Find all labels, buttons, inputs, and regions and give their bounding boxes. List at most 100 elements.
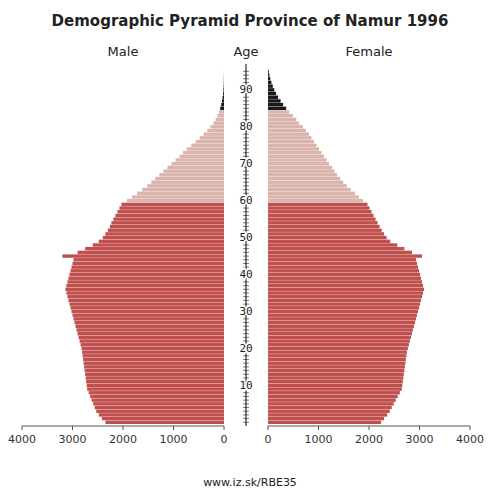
y-tick-label: 60 bbox=[239, 194, 252, 207]
bar bbox=[180, 155, 224, 158]
bar bbox=[268, 391, 400, 394]
bar bbox=[223, 88, 224, 91]
y-minor-tick bbox=[243, 152, 249, 153]
x-tick-label: 0 bbox=[221, 433, 228, 446]
bar bbox=[268, 277, 421, 280]
bar bbox=[70, 269, 224, 272]
bar bbox=[147, 184, 224, 187]
bar bbox=[74, 258, 224, 261]
y-minor-tick bbox=[243, 100, 249, 101]
x-tick-label: 0 bbox=[265, 433, 272, 446]
bar bbox=[268, 121, 299, 124]
bar bbox=[268, 265, 418, 268]
y-minor-tick bbox=[243, 396, 249, 397]
y-minor-tick bbox=[243, 226, 249, 227]
x-tick bbox=[318, 426, 319, 430]
bar bbox=[268, 88, 274, 91]
bar bbox=[223, 96, 224, 99]
bar bbox=[204, 132, 224, 135]
bars bbox=[268, 70, 424, 424]
bar bbox=[74, 317, 224, 320]
y-minor-tick bbox=[243, 248, 249, 249]
y-minor-tick bbox=[243, 366, 249, 367]
y-minor-tick bbox=[243, 71, 249, 72]
bar bbox=[268, 144, 316, 147]
bar bbox=[268, 236, 387, 239]
bar bbox=[268, 188, 351, 191]
y-minor-tick bbox=[243, 374, 249, 375]
bar bbox=[176, 158, 224, 161]
y-minor-tick bbox=[243, 134, 249, 135]
y-minor-tick bbox=[243, 403, 249, 404]
bar bbox=[268, 99, 281, 102]
bar bbox=[92, 398, 224, 401]
bar bbox=[69, 302, 224, 305]
bar bbox=[268, 77, 270, 80]
bar bbox=[268, 162, 329, 165]
y-minor-tick bbox=[243, 296, 249, 297]
bar bbox=[268, 362, 405, 365]
bar bbox=[268, 347, 408, 350]
bar bbox=[84, 365, 224, 368]
bar bbox=[65, 288, 224, 291]
bar bbox=[268, 107, 286, 110]
bar bbox=[210, 125, 224, 128]
bar bbox=[77, 328, 224, 331]
bar bbox=[268, 299, 421, 302]
y-minor-tick bbox=[243, 252, 249, 253]
bar bbox=[268, 173, 337, 176]
y-minor-tick bbox=[243, 115, 249, 116]
bar bbox=[223, 77, 224, 80]
bar bbox=[268, 158, 327, 161]
bar bbox=[117, 210, 224, 213]
bar bbox=[268, 114, 293, 117]
bar bbox=[82, 347, 224, 350]
bar bbox=[268, 398, 396, 401]
bar bbox=[268, 210, 372, 213]
y-minor-tick bbox=[243, 75, 249, 76]
bar bbox=[137, 192, 224, 195]
bar bbox=[268, 147, 319, 150]
y-minor-tick bbox=[243, 322, 249, 323]
bar bbox=[268, 417, 384, 420]
bar bbox=[71, 265, 224, 268]
bar bbox=[268, 206, 370, 209]
bar bbox=[67, 280, 224, 283]
bar bbox=[268, 192, 355, 195]
bar bbox=[81, 343, 224, 346]
bar bbox=[268, 229, 382, 232]
x-tick bbox=[22, 426, 23, 430]
bar bbox=[268, 288, 424, 291]
x-tick-label: 1000 bbox=[160, 433, 188, 446]
bar bbox=[268, 413, 387, 416]
bar bbox=[187, 147, 224, 150]
bar bbox=[222, 99, 224, 102]
x-tick bbox=[72, 426, 73, 430]
bar bbox=[268, 177, 340, 180]
bar bbox=[110, 225, 224, 228]
x-tick bbox=[173, 426, 174, 430]
y-minor-tick bbox=[243, 178, 249, 179]
y-minor-tick bbox=[243, 174, 249, 175]
bar bbox=[268, 221, 378, 224]
bar bbox=[76, 325, 224, 328]
title: Demographic Pyramid Province of Namur 19… bbox=[52, 12, 449, 30]
y-minor-tick bbox=[243, 418, 249, 419]
bar bbox=[132, 195, 224, 198]
bar bbox=[268, 410, 390, 413]
x-tick bbox=[419, 426, 420, 430]
bar bbox=[217, 114, 224, 117]
bar bbox=[68, 277, 224, 280]
y-minor-tick bbox=[243, 256, 249, 257]
x-tick bbox=[123, 426, 124, 430]
bar bbox=[183, 151, 224, 154]
bar bbox=[268, 321, 415, 324]
bar bbox=[268, 140, 314, 143]
bar bbox=[223, 84, 224, 87]
bar bbox=[142, 188, 224, 191]
bar bbox=[223, 92, 224, 95]
bar bbox=[155, 177, 224, 180]
bar bbox=[268, 96, 278, 99]
bar bbox=[268, 339, 410, 342]
y-minor-tick bbox=[243, 337, 249, 338]
